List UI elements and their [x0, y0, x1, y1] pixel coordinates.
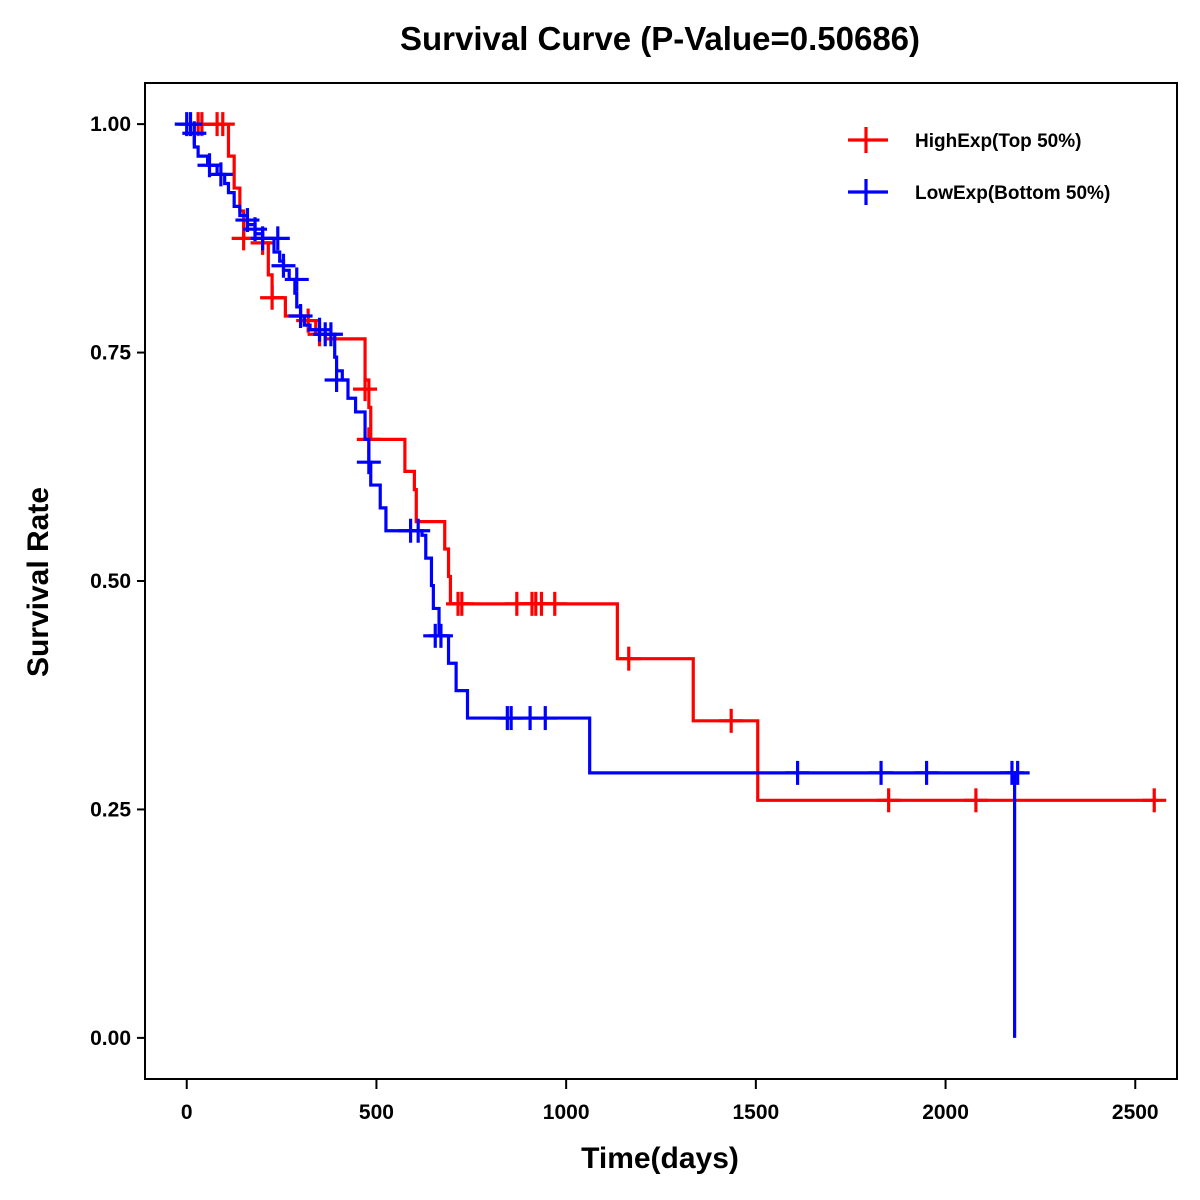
- censor-mark: [428, 623, 453, 648]
- survival-step-line: [186, 122, 1159, 802]
- censor-mark: [208, 162, 233, 187]
- censor-mark: [616, 646, 641, 671]
- censor-mark: [271, 253, 296, 278]
- censor-mark: [307, 317, 332, 342]
- censor-mark: [449, 591, 474, 616]
- y-tick-label: 0.00: [90, 1027, 131, 1050]
- censor-mark: [324, 367, 349, 392]
- censor-mark: [182, 121, 207, 146]
- legend-label: HighExp(Top 50%): [915, 131, 1081, 152]
- series-low-exp: [174, 112, 1030, 1038]
- chart-title: Survival Curve (P-Value=0.50686): [400, 20, 920, 57]
- censor-mark: [318, 322, 343, 347]
- y-tick-label: 0.50: [90, 570, 131, 593]
- censor-mark: [210, 112, 235, 137]
- x-axis-label: Time(days): [581, 1142, 739, 1175]
- legend-item: HighExp(Top 50%): [848, 127, 1081, 153]
- censor-mark: [533, 706, 558, 731]
- plot-frame: [144, 82, 1178, 1080]
- x-tick-label: 1500: [732, 1101, 779, 1124]
- series-high-exp: [186, 112, 1167, 813]
- censor-mark: [963, 788, 988, 813]
- y-axis: 0.00 0.25 0.50 0.75 1.00: [90, 113, 145, 1050]
- x-tick-label: 2500: [1112, 1101, 1159, 1124]
- legend-label: LowExp(Bottom 50%): [915, 183, 1110, 204]
- censor-mark: [719, 708, 744, 733]
- censor-mark: [406, 518, 431, 543]
- x-tick-label: 500: [359, 1101, 394, 1124]
- censor-mark: [542, 591, 567, 616]
- censor-mark: [260, 285, 285, 310]
- legend-cross-icon: [848, 127, 888, 153]
- censor-mark: [288, 304, 313, 329]
- censor-mark: [353, 377, 378, 402]
- y-tick-label: 1.00: [90, 113, 131, 136]
- survival-step-line: [186, 122, 1017, 1038]
- censor-mark: [284, 267, 309, 292]
- censor-mark: [356, 450, 381, 475]
- series-layer: [174, 112, 1167, 1038]
- y-tick-label: 0.25: [90, 798, 131, 821]
- legend: HighExp(Top 50%) LowExp(Bottom 50%): [848, 127, 1110, 205]
- censor-mark: [1142, 788, 1167, 813]
- censor-mark: [265, 226, 290, 251]
- x-tick-label: 2000: [922, 1101, 969, 1124]
- x-axis: 0 500 1000 1500 2000 2500: [181, 1079, 1159, 1124]
- y-tick-label: 0.75: [90, 342, 131, 365]
- censor-mark: [914, 760, 939, 785]
- x-tick-label: 0: [181, 1101, 193, 1124]
- x-tick-label: 1000: [543, 1101, 590, 1124]
- legend-item: LowExp(Bottom 50%): [848, 179, 1110, 205]
- legend-cross-icon: [848, 179, 888, 205]
- censor-mark: [1005, 760, 1030, 785]
- censor-mark: [876, 788, 901, 813]
- censor-mark: [785, 760, 810, 785]
- censor-mark: [869, 760, 894, 785]
- y-axis-label: Survival Rate: [22, 487, 55, 677]
